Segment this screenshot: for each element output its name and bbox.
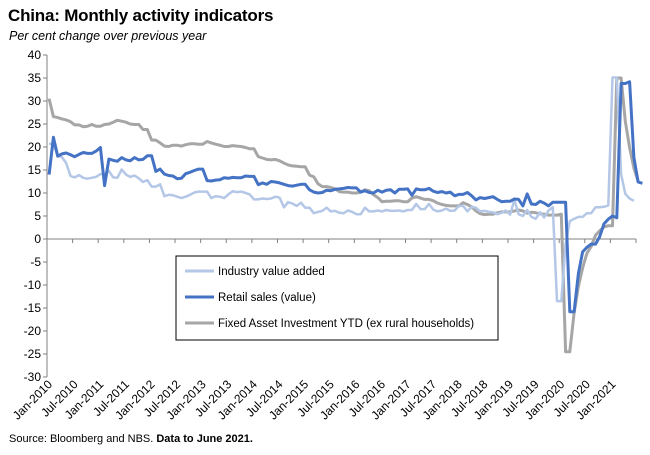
y-tick-label: 30 <box>28 94 42 108</box>
legend-label-industry: Industry value added <box>218 266 325 278</box>
y-tick-label: -5 <box>30 255 41 269</box>
chart-title: China: Monthly activity indicators <box>8 6 274 25</box>
legend-box <box>175 255 499 341</box>
y-tick-label: -20 <box>24 324 42 338</box>
y-tick-label: -30 <box>24 370 42 384</box>
legend-label-retail: Retail sales (value) <box>218 292 316 304</box>
series-line-retail <box>47 80 643 314</box>
y-tick-label: 10 <box>28 186 42 200</box>
y-tick-label: 20 <box>28 140 42 154</box>
y-tick-label: 5 <box>34 209 41 223</box>
y-tick-label: 35 <box>28 71 42 85</box>
y-tick-label: 40 <box>28 48 42 62</box>
chart-legend: Industry value added Retail sales (value)… <box>175 255 499 341</box>
source-data-date: Data to June 2021. <box>156 433 253 445</box>
y-tick-label: -25 <box>24 347 42 361</box>
y-tick-label: 15 <box>28 163 42 177</box>
source-text: Source: Bloomberg and NBS. <box>9 433 157 445</box>
chart-subtitle: Per cent change over previous year <box>9 29 207 43</box>
y-tick-label: 0 <box>34 232 41 246</box>
series-line-industry <box>49 76 635 303</box>
y-tick-label: -15 <box>24 301 42 315</box>
source-note: Source: Bloomberg and NBS. Data to June … <box>9 433 253 445</box>
y-tick-label: 25 <box>28 117 42 131</box>
legend-label-fai: Fixed Asset Investment YTD (ex rural hou… <box>218 318 474 330</box>
y-tick-label: -10 <box>24 278 42 292</box>
